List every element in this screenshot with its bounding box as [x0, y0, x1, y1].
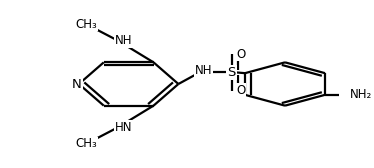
Text: CH₃: CH₃: [75, 137, 97, 151]
Text: S: S: [227, 66, 236, 79]
Text: NH: NH: [194, 64, 212, 77]
Text: HN: HN: [114, 121, 132, 134]
Text: CH₃: CH₃: [75, 17, 97, 31]
Text: NH: NH: [114, 34, 132, 47]
Text: NH₂: NH₂: [350, 88, 372, 101]
Text: N: N: [72, 77, 82, 91]
Text: O: O: [236, 84, 245, 97]
Text: O: O: [236, 48, 245, 60]
